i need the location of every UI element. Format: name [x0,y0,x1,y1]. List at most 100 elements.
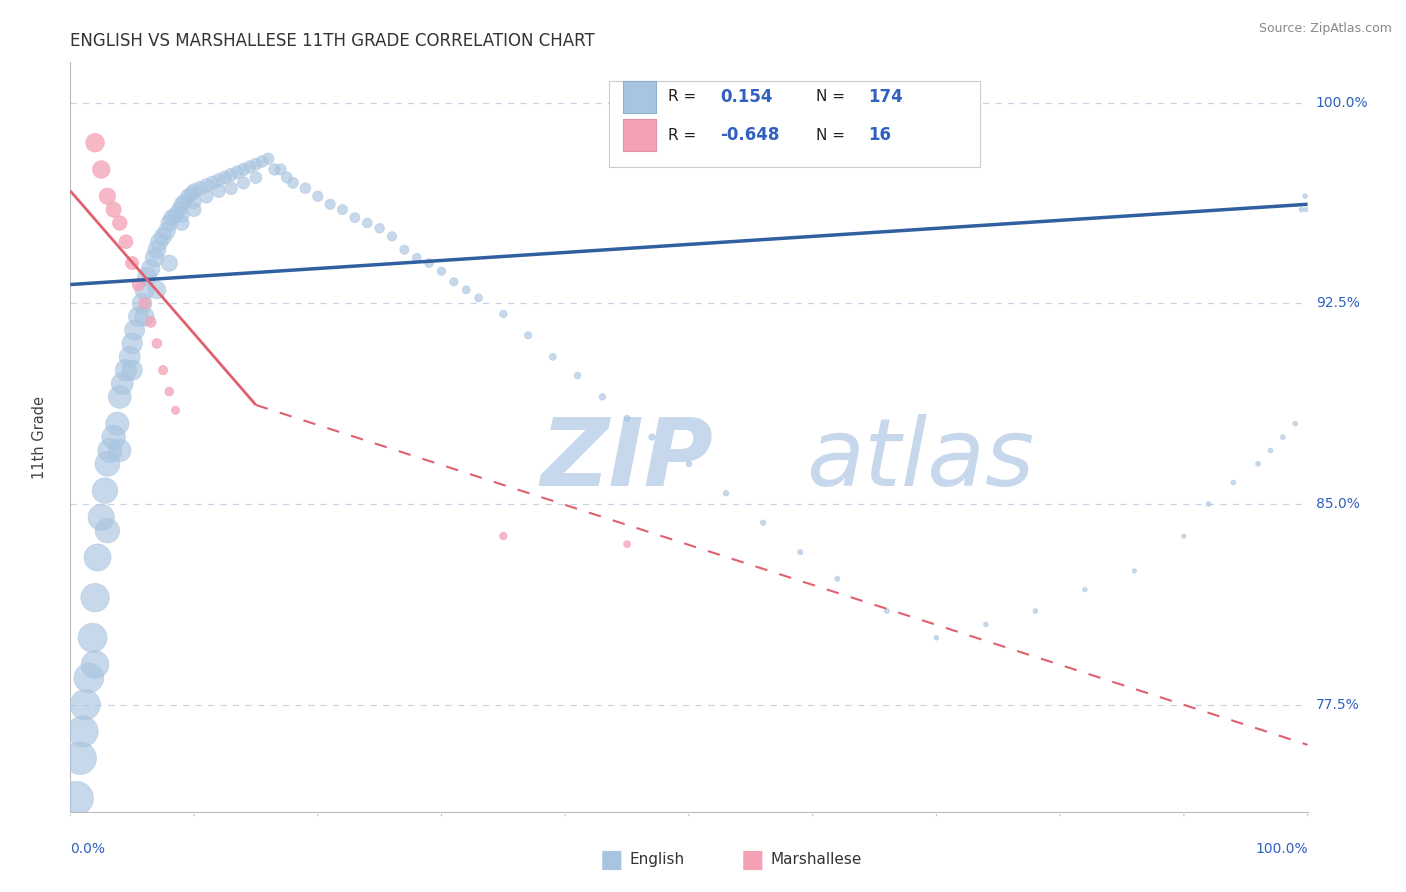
Point [456,283,478,297]
Point [94,483,117,498]
Point [177,189,200,203]
Point [134,283,156,297]
Text: R =: R = [668,89,696,104]
Text: N =: N = [817,89,845,104]
Point [616,411,638,425]
Text: Source: ZipAtlas.com: Source: ZipAtlas.com [1258,22,1392,36]
Point [152,363,174,377]
Point [75,698,97,712]
Point [167,202,190,217]
Text: -0.648: -0.648 [720,126,779,145]
Point [1260,443,1282,458]
Point [103,202,125,217]
Point [245,157,267,171]
Point [173,194,195,209]
Text: 77.5%: 77.5% [1316,698,1360,712]
Point [139,315,162,329]
Point [876,604,898,618]
Text: ■: ■ [741,848,763,871]
Point [307,189,329,203]
Point [183,202,205,217]
Point [146,336,169,351]
Point [84,136,107,150]
Point [72,724,94,739]
Bar [623,120,655,151]
Point [294,181,316,195]
Point [156,224,179,238]
Point [96,189,118,203]
Point [127,277,149,292]
Point [827,572,849,586]
Point [443,275,465,289]
Point [170,197,193,211]
Point [160,211,183,225]
Point [188,181,211,195]
Text: ZIP: ZIP [540,414,713,506]
Bar [623,81,655,112]
Point [714,486,737,500]
Point [170,208,193,222]
Point [1247,457,1270,471]
Point [195,189,218,203]
Point [245,170,267,185]
Point [124,323,146,337]
Point [418,256,440,270]
Text: English: English [630,853,685,867]
Point [343,211,366,225]
Text: atlas: atlas [807,414,1035,505]
Point [146,243,169,257]
Point [170,216,193,230]
Point [281,176,304,190]
Point [1123,564,1146,578]
Point [789,545,811,559]
Text: 16: 16 [869,126,891,145]
Point [82,631,104,645]
Point [541,350,564,364]
Point [467,291,489,305]
Point [108,216,131,230]
Point [127,310,149,324]
Point [214,170,236,185]
Point [165,208,187,222]
Point [183,184,205,198]
Text: N =: N = [817,128,845,143]
Point [591,390,613,404]
Point [1271,430,1294,444]
Point [492,529,515,543]
Text: ■: ■ [600,848,623,871]
Point [208,184,231,198]
Point [257,152,280,166]
Point [69,751,91,765]
Point [195,178,218,193]
Point [96,457,118,471]
Point [65,791,87,805]
Point [157,216,180,230]
Point [232,162,254,177]
Point [319,197,342,211]
Point [1294,189,1316,203]
Point [121,256,143,270]
Point [250,154,273,169]
Point [405,251,427,265]
Point [925,631,948,645]
Point [394,243,416,257]
Point [1222,475,1244,490]
Point [263,162,285,177]
Point [332,202,354,217]
Point [356,216,378,230]
Point [86,550,108,565]
Point [641,430,664,444]
Text: R =: R = [668,128,696,143]
Point [157,256,180,270]
Text: 0.154: 0.154 [720,88,772,106]
Text: 100.0%: 100.0% [1256,842,1308,855]
Point [201,176,224,190]
Point [84,657,107,672]
Point [517,328,540,343]
Point [492,307,515,321]
Text: 174: 174 [869,88,903,106]
Point [115,363,138,377]
Point [1024,604,1046,618]
Point [368,221,391,235]
Point [239,160,262,174]
